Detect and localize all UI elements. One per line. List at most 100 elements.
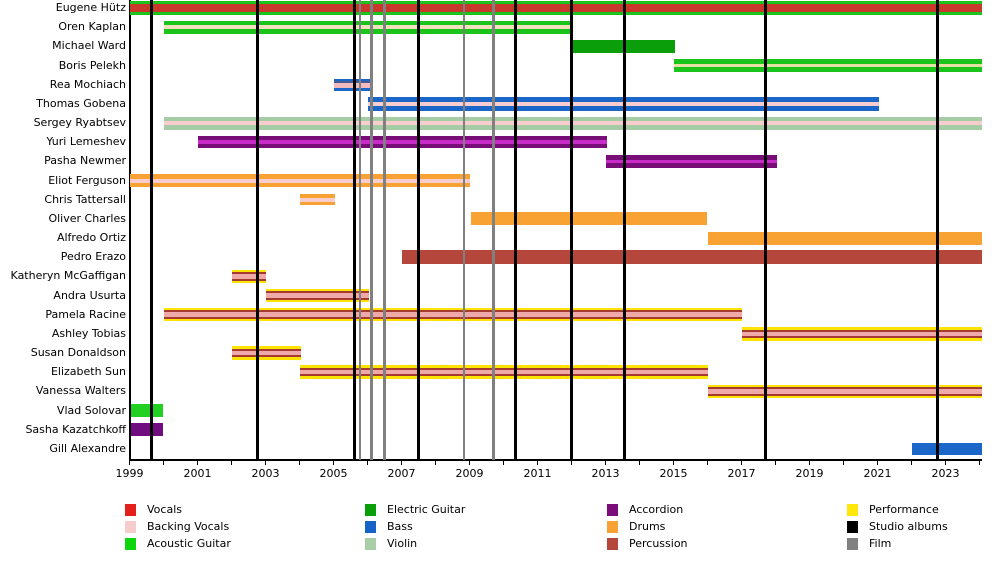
legend-swatch <box>607 538 618 550</box>
x-tick-label: 2001 <box>183 467 212 480</box>
member-bar <box>707 384 982 399</box>
y-axis-line <box>129 0 131 460</box>
role-stripe <box>333 87 372 91</box>
member-bar <box>673 59 982 72</box>
film-line <box>383 0 386 460</box>
member-label: Sergey Ryabtsev <box>33 116 126 130</box>
film-line <box>370 0 373 460</box>
role-stripe <box>163 20 574 26</box>
role-stripe <box>231 348 302 351</box>
x-tick <box>706 460 709 465</box>
legend-label: Electric Guitar <box>387 503 466 516</box>
role-stripe <box>231 280 266 284</box>
role-stripe <box>741 331 982 337</box>
member-bar <box>197 135 608 149</box>
role-stripe <box>163 25 574 30</box>
x-tick <box>740 460 743 465</box>
member-label: Boris Pelekh <box>58 58 126 72</box>
x-tick-label: 2013 <box>591 467 620 480</box>
role-stripe <box>707 395 982 399</box>
x-axis-line <box>129 459 982 461</box>
member-label: Vanessa Walters <box>35 384 126 398</box>
role-stripe <box>299 194 336 198</box>
role-stripe <box>741 327 982 330</box>
film-line <box>462 0 466 460</box>
role-stripe <box>299 376 708 379</box>
x-tick <box>944 460 947 465</box>
studio-album-line <box>623 0 627 460</box>
member-label: Pamela Racine <box>45 307 126 321</box>
role-stripe <box>707 384 982 388</box>
member-bar <box>401 250 982 264</box>
member-label: Sasha Kazatchkoff <box>25 422 126 436</box>
member-bar <box>129 0 982 16</box>
member-bar <box>129 174 470 188</box>
legend-label: Studio albums <box>869 520 948 533</box>
legend-swatch <box>607 504 618 516</box>
role-stripe <box>911 442 982 455</box>
role-stripe <box>673 67 982 72</box>
legend-label: Violin <box>387 537 418 550</box>
role-stripe <box>231 346 302 349</box>
role-stripe <box>265 299 370 303</box>
member-label: Alfredo Ortiz <box>56 231 126 245</box>
legend-label: Vocals <box>147 503 182 516</box>
x-tick <box>672 460 675 465</box>
member-label: Oliver Charles <box>48 211 126 225</box>
legend-label: Performance <box>869 503 939 516</box>
member-label: Gill Alexandre <box>49 441 126 455</box>
legend-swatch <box>847 538 858 550</box>
role-stripe <box>605 163 778 168</box>
x-tick <box>978 460 981 465</box>
x-tick-label: 2021 <box>863 467 892 480</box>
member-bar <box>163 20 574 34</box>
x-tick <box>774 460 777 465</box>
studio-album-line <box>935 0 939 460</box>
member-label: Pasha Newmer <box>44 154 126 168</box>
role-stripe <box>129 178 470 183</box>
role-stripe <box>231 274 266 279</box>
role-stripe <box>299 197 336 202</box>
role-stripe <box>367 97 880 102</box>
role-stripe <box>333 78 372 82</box>
role-stripe <box>129 174 470 179</box>
member-label: Pedro Erazo <box>60 250 126 264</box>
legend-swatch <box>607 521 618 533</box>
studio-album-line <box>150 0 154 460</box>
legend-swatch <box>365 521 376 533</box>
role-stripe <box>129 0 982 4</box>
role-stripe <box>741 329 982 332</box>
role-stripe <box>129 182 470 188</box>
x-tick <box>842 460 845 465</box>
role-stripe <box>265 293 370 298</box>
legend-label: Film <box>869 537 892 550</box>
x-tick <box>502 460 505 465</box>
member-bar <box>163 307 742 322</box>
member-bar <box>367 97 880 111</box>
x-tick <box>264 460 267 465</box>
member-label: Eugene Hütz <box>55 1 126 14</box>
role-stripe <box>131 423 164 436</box>
role-stripe <box>197 140 608 144</box>
role-stripe <box>673 63 982 68</box>
studio-album-line <box>513 0 517 460</box>
role-stripe <box>471 212 708 226</box>
legend-label: Percussion <box>629 537 688 550</box>
x-tick <box>332 460 335 465</box>
member-bar <box>231 346 302 360</box>
role-stripe <box>163 318 742 322</box>
member-label: Chris Tattersall <box>44 192 126 206</box>
member-bar <box>265 288 370 303</box>
role-stripe <box>231 357 302 360</box>
legend-label: Accordion <box>629 503 684 516</box>
member-label: Andra Usurta <box>53 288 126 302</box>
x-tick <box>570 460 573 465</box>
legend-swatch <box>125 521 136 533</box>
role-stripe <box>367 106 880 111</box>
role-stripe <box>163 316 742 319</box>
x-tick-label: 2015 <box>659 467 688 480</box>
studio-album-line <box>417 0 420 460</box>
member-bar <box>131 423 164 436</box>
role-stripe <box>231 355 302 358</box>
member-label: Oren Kaplan <box>58 20 126 34</box>
